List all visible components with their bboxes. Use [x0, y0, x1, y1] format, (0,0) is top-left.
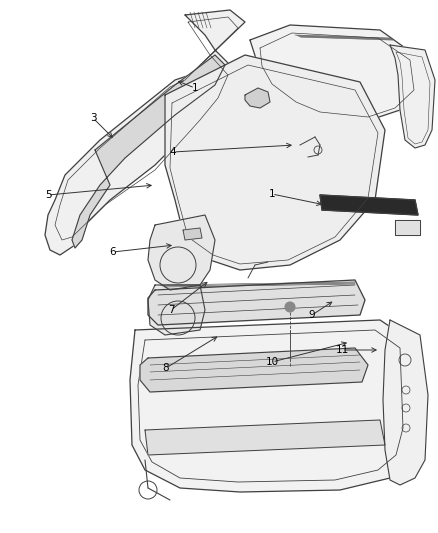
Polygon shape: [140, 348, 368, 392]
Polygon shape: [148, 285, 205, 335]
Polygon shape: [148, 215, 215, 290]
Polygon shape: [45, 10, 245, 255]
Polygon shape: [72, 55, 225, 248]
Polygon shape: [383, 320, 428, 485]
Text: 8: 8: [162, 363, 170, 373]
Polygon shape: [165, 55, 385, 270]
Polygon shape: [250, 25, 420, 120]
Polygon shape: [183, 228, 202, 240]
Text: 9: 9: [309, 310, 315, 320]
Text: 11: 11: [336, 345, 349, 355]
Polygon shape: [395, 220, 420, 235]
Circle shape: [285, 302, 295, 312]
Text: 3: 3: [90, 113, 96, 123]
Text: 1: 1: [192, 83, 198, 93]
Text: 10: 10: [265, 357, 279, 367]
Text: 6: 6: [110, 247, 117, 257]
Text: 1: 1: [268, 189, 276, 199]
Text: 7: 7: [168, 305, 174, 315]
Polygon shape: [145, 420, 385, 455]
Polygon shape: [245, 88, 270, 108]
Text: 5: 5: [45, 190, 51, 200]
Polygon shape: [320, 195, 418, 215]
Text: 4: 4: [170, 147, 177, 157]
Polygon shape: [148, 280, 365, 325]
Polygon shape: [130, 320, 415, 492]
Polygon shape: [390, 45, 435, 148]
